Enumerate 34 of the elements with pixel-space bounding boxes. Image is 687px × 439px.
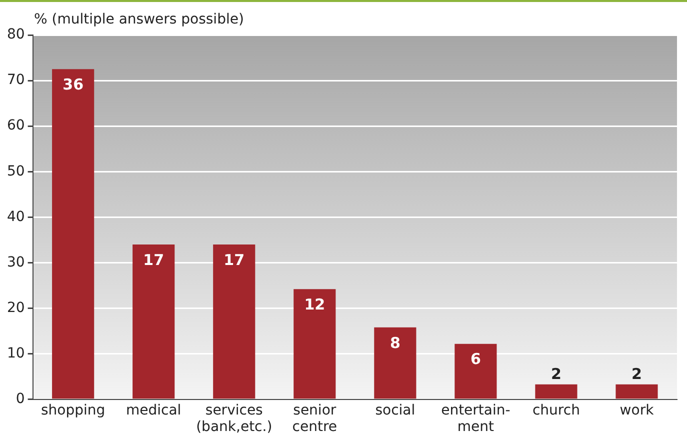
annotation: 6 xyxy=(470,350,481,368)
bar xyxy=(374,327,416,399)
y-axis-title: % (multiple answers possible) xyxy=(34,12,244,28)
y-tick-label: 30 xyxy=(6,254,25,270)
x-tick-label: work xyxy=(620,402,655,418)
annotation: 8 xyxy=(390,334,400,352)
y-tick-label: 20 xyxy=(6,300,25,316)
x-tick-label: entertain- ment xyxy=(441,402,510,436)
annotation: 17 xyxy=(224,250,245,269)
annotation: 36 xyxy=(62,76,84,94)
bar xyxy=(132,244,175,399)
y-tick-label: 40 xyxy=(6,208,25,225)
y-tick-label: 0 xyxy=(16,391,25,408)
bar xyxy=(52,69,94,399)
x-tick-label: shopping xyxy=(41,402,106,418)
y-tick-label: 60 xyxy=(6,118,25,134)
y-tick-label: 80 xyxy=(6,26,25,43)
y-tick-label: 50 xyxy=(6,163,25,180)
bar xyxy=(294,289,336,399)
annotation: 12 xyxy=(304,296,326,314)
bar xyxy=(535,384,578,399)
x-tick-label: medical xyxy=(126,402,182,418)
y-tick-label: 70 xyxy=(6,72,25,88)
annotation: 2 xyxy=(632,364,642,383)
x-tick-label: social xyxy=(375,402,416,418)
annotation: 2 xyxy=(550,364,562,383)
x-tick-label: church xyxy=(532,402,580,418)
bar xyxy=(213,244,256,399)
x-tick-label: senior centre xyxy=(292,402,338,436)
bar xyxy=(454,344,497,399)
y-tick-label: 10 xyxy=(6,345,25,362)
annotation: 17 xyxy=(143,250,164,269)
x-tick-label: services (bank,etc.) xyxy=(196,402,272,436)
bar xyxy=(616,384,658,399)
